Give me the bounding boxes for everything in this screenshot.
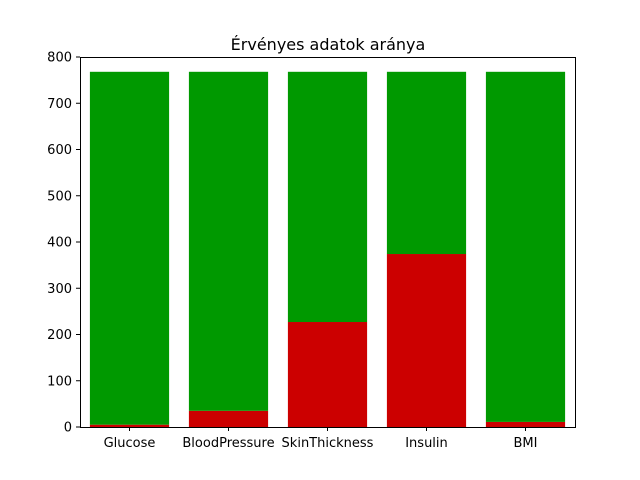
y-tick-label: 100 [47,374,72,389]
bar-insulin-segment-0 [386,254,467,427]
y-tick-label: 300 [47,282,72,297]
x-tick-label-bloodpressure: BloodPressure [182,436,274,451]
bar-skinthickness-segment-0 [287,322,368,427]
y-tick-label: 0 [64,421,72,436]
y-axis: 0 100 200 300 400 500 600 700 800 [47,51,80,436]
y-tick-label: 200 [47,328,72,343]
bar-bloodpressure-segment-1 [188,71,269,411]
y-tick-label: 600 [47,143,72,158]
bars-group [89,71,566,427]
y-tick-label: 700 [47,97,72,112]
bar-glucose-segment-1 [89,71,170,425]
bar-bloodpressure-segment-0 [188,410,269,427]
y-tick-label: 500 [47,189,72,204]
chart-title: Érvényes adatok aránya [231,35,426,54]
x-axis: Glucose BloodPressure SkinThickness Insulin… [104,427,538,451]
bar-glucose-segment-0 [89,424,170,427]
bar-bmi-segment-1 [485,71,566,422]
x-tick-label-insulin: Insulin [405,436,448,451]
bar-bmi-segment-0 [485,421,566,427]
bar-insulin-segment-1 [386,71,467,255]
bar-skinthickness-segment-1 [287,71,368,323]
plot-frame [80,57,576,428]
y-tick-label: 400 [47,236,72,251]
x-tick-label-skinthickness: SkinThickness [282,436,374,451]
y-tick-label: 800 [47,51,72,66]
x-tick-label-glucose: Glucose [104,436,156,451]
x-tick-label-bmi: BMI [514,436,538,451]
